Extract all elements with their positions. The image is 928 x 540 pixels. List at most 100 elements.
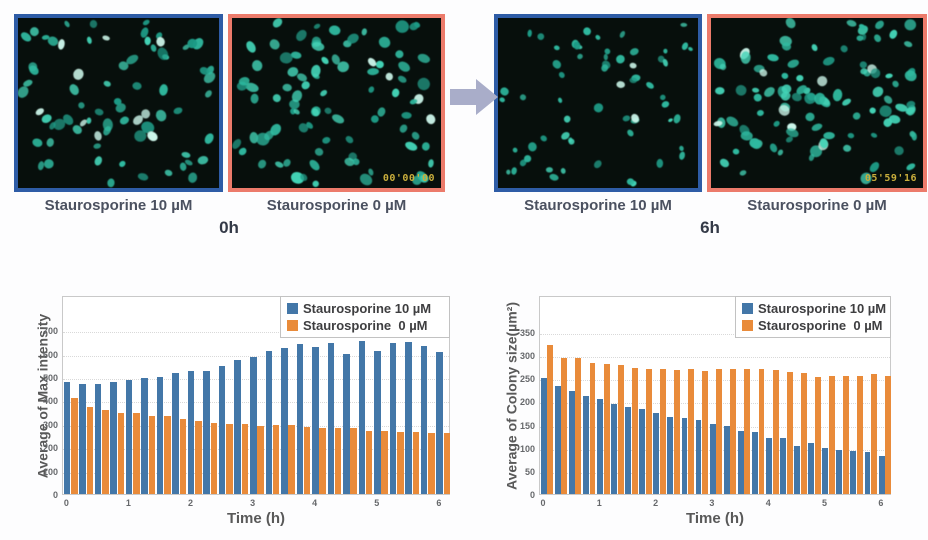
bar-control-16 — [772, 369, 779, 494]
bar-control-18 — [350, 428, 357, 494]
bar-control-4 — [603, 363, 610, 494]
y-tick-label: 100 — [519, 443, 535, 454]
legend: Staurosporine 10 µM Staurosporine 0 µM — [280, 296, 450, 338]
x-tick-label: 0 — [540, 498, 546, 508]
bar-control-8 — [659, 368, 666, 494]
bar-control-16 — [319, 427, 326, 494]
bar-treated-7 — [639, 409, 646, 494]
y-tick-label: 700 — [42, 326, 58, 337]
bar-treated-2 — [568, 391, 575, 494]
legend-label: Staurosporine 0 µM — [758, 317, 883, 333]
bar-control-13 — [730, 368, 737, 494]
bar-treated-10 — [681, 417, 688, 494]
bar-control-6 — [164, 415, 171, 494]
x-tick-label: 0 — [63, 498, 69, 508]
x-axis-title: Time (h) — [226, 510, 286, 527]
timestamp-overlay: 05'59'16 — [864, 173, 917, 184]
bar-treated-12 — [250, 356, 257, 494]
bar-treated-16 — [312, 346, 319, 494]
bar-control-5 — [148, 415, 156, 494]
bar-treated-20 — [374, 350, 381, 494]
y-tick-label: 500 — [42, 372, 58, 383]
bar-control-22 — [857, 376, 863, 494]
nuclei-fluorescence-image — [499, 22, 693, 187]
legend-label: Staurosporine 0 µM — [303, 317, 428, 333]
y-tick-label: 0 — [52, 490, 58, 500]
bar-control-14 — [288, 425, 295, 494]
bar-control-11 — [702, 371, 709, 494]
timestamp-overlay: 00'00'00 — [382, 173, 435, 184]
caption-0h-10uM: Staurosporine 10 µM — [44, 197, 193, 214]
bar-control-5 — [617, 365, 624, 494]
x-tick-label: 4 — [312, 498, 318, 508]
nuclei-fluorescence-image — [232, 18, 436, 187]
bar-treated-22 — [850, 450, 857, 494]
bar-treated-9 — [667, 416, 674, 494]
gridline — [540, 357, 890, 359]
caption-6h-10uM: Staurosporine 10 µM — [524, 197, 672, 214]
bar-control-10 — [688, 368, 695, 494]
bar-treated-8 — [653, 413, 660, 494]
bar-control-12 — [257, 425, 264, 494]
bar-control-1 — [86, 406, 94, 494]
y-tick-label: 250 — [519, 374, 535, 385]
bar-treated-5 — [141, 377, 148, 494]
x-tick-label: 5 — [374, 498, 380, 508]
bar-treated-19 — [358, 340, 366, 494]
bar-control-10 — [226, 423, 233, 494]
bar-treated-20 — [822, 448, 829, 494]
bar-control-8 — [195, 420, 202, 494]
y-tick-label: 50 — [524, 466, 535, 477]
y-tick-label: 100 — [42, 466, 58, 477]
bar-control-2 — [102, 409, 109, 494]
bar-treated-2 — [94, 383, 102, 494]
legend: Staurosporine 10 µM Staurosporine 0 µM — [735, 296, 891, 338]
bar-control-20 — [381, 430, 388, 494]
bar-control-17 — [786, 371, 793, 494]
y-tick-label: 350 — [519, 328, 535, 339]
bar-treated-22 — [405, 341, 412, 494]
legend-entry: Staurosporine 0 µM — [742, 317, 884, 333]
legend-entry: Staurosporine 10 µM — [287, 300, 443, 316]
bar-control-7 — [645, 369, 652, 494]
micro-image-6h-0uM: 05'59'16 — [707, 14, 927, 192]
bar-control-3 — [117, 412, 125, 494]
bar-control-20 — [828, 376, 835, 494]
legend-swatch — [287, 319, 298, 331]
bar-control-14 — [744, 368, 751, 494]
y-tick-label: 400 — [42, 396, 58, 407]
x-tick-label: 6 — [436, 498, 442, 508]
bar-control-24 — [885, 376, 892, 494]
bar-treated-14 — [737, 430, 744, 494]
group-label-6h: 6h — [700, 218, 720, 237]
y-tick-label: 300 — [519, 351, 535, 362]
gridline — [540, 380, 890, 382]
x-tick-label: 6 — [878, 498, 884, 508]
bar-treated-8 — [187, 370, 195, 494]
bar-control-19 — [814, 377, 821, 494]
x-tick-label: 3 — [709, 498, 715, 508]
bar-treated-21 — [836, 449, 843, 494]
bar-control-19 — [365, 430, 373, 494]
bar-control-12 — [716, 369, 723, 494]
y-axis-title: Average of Colony size(µm²) — [503, 301, 519, 490]
bar-treated-3 — [110, 381, 117, 494]
bar-control-15 — [758, 368, 765, 494]
legend-entry: Staurosporine 0 µM — [287, 317, 443, 333]
x-tick-label: 2 — [653, 498, 659, 508]
bar-control-23 — [428, 432, 435, 494]
y-tick-label: 200 — [519, 397, 535, 408]
bar-treated-0 — [540, 378, 547, 494]
bar-control-1 — [561, 357, 568, 494]
x-tick-label: 1 — [596, 498, 602, 508]
legend-swatch — [742, 319, 753, 331]
bar-control-23 — [871, 374, 878, 494]
bar-treated-4 — [125, 379, 133, 494]
bar-treated-4 — [597, 398, 603, 494]
bar-treated-18 — [343, 353, 350, 494]
bar-treated-23 — [420, 346, 428, 494]
caption-0h-0uM: Staurosporine 0 µM — [266, 197, 407, 214]
nuclei-fluorescence-image — [18, 19, 216, 188]
bar-treated-13 — [265, 350, 273, 494]
